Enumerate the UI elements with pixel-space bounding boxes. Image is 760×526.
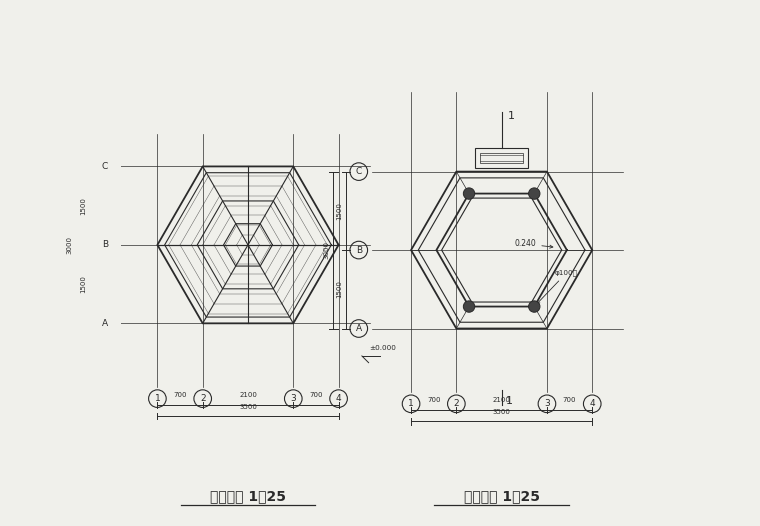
Text: 1: 1: [508, 111, 515, 121]
Text: 4: 4: [590, 399, 595, 408]
Text: 1500: 1500: [337, 280, 343, 298]
Text: 1500: 1500: [337, 202, 343, 220]
Text: 3: 3: [544, 399, 549, 408]
Text: 700: 700: [563, 397, 576, 403]
Text: 1500: 1500: [80, 275, 86, 293]
Text: 3500: 3500: [492, 409, 511, 415]
Text: 700: 700: [173, 391, 187, 398]
Text: 2100: 2100: [239, 391, 257, 398]
Text: 700: 700: [309, 391, 323, 398]
Text: 2100: 2100: [492, 397, 511, 403]
Bar: [480, 153, 524, 163]
Circle shape: [464, 301, 475, 312]
Text: C: C: [102, 162, 108, 171]
Text: A: A: [356, 324, 362, 333]
Text: 2: 2: [200, 394, 205, 403]
Text: 700: 700: [427, 397, 441, 403]
Text: A: A: [102, 319, 108, 328]
Text: 2: 2: [454, 399, 459, 408]
Circle shape: [528, 188, 540, 199]
Text: 3000: 3000: [324, 241, 330, 259]
Text: 亭顶视图 1：25: 亭顶视图 1：25: [210, 489, 286, 503]
Text: 1: 1: [154, 394, 160, 403]
Text: φ100柱: φ100柱: [537, 270, 578, 304]
Text: C: C: [356, 167, 362, 176]
Circle shape: [528, 301, 540, 312]
Circle shape: [464, 188, 475, 199]
Text: 亭平面图 1：25: 亭平面图 1：25: [464, 489, 540, 503]
Text: 4: 4: [336, 394, 341, 403]
Text: 0.240: 0.240: [515, 239, 553, 248]
Text: 3500: 3500: [239, 404, 257, 410]
Text: 3: 3: [290, 394, 296, 403]
Text: 3000: 3000: [66, 236, 72, 254]
Text: B: B: [102, 240, 108, 249]
Text: B: B: [356, 246, 362, 255]
Text: 1500: 1500: [80, 197, 86, 215]
Text: 1: 1: [408, 399, 414, 408]
Text: 1: 1: [506, 396, 513, 406]
Text: ±0.000: ±0.000: [369, 345, 397, 351]
Bar: [476, 148, 528, 168]
